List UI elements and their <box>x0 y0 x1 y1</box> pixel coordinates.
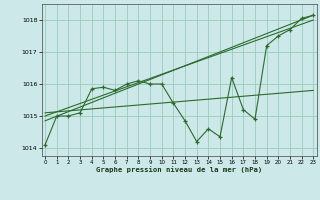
X-axis label: Graphe pression niveau de la mer (hPa): Graphe pression niveau de la mer (hPa) <box>96 167 262 173</box>
